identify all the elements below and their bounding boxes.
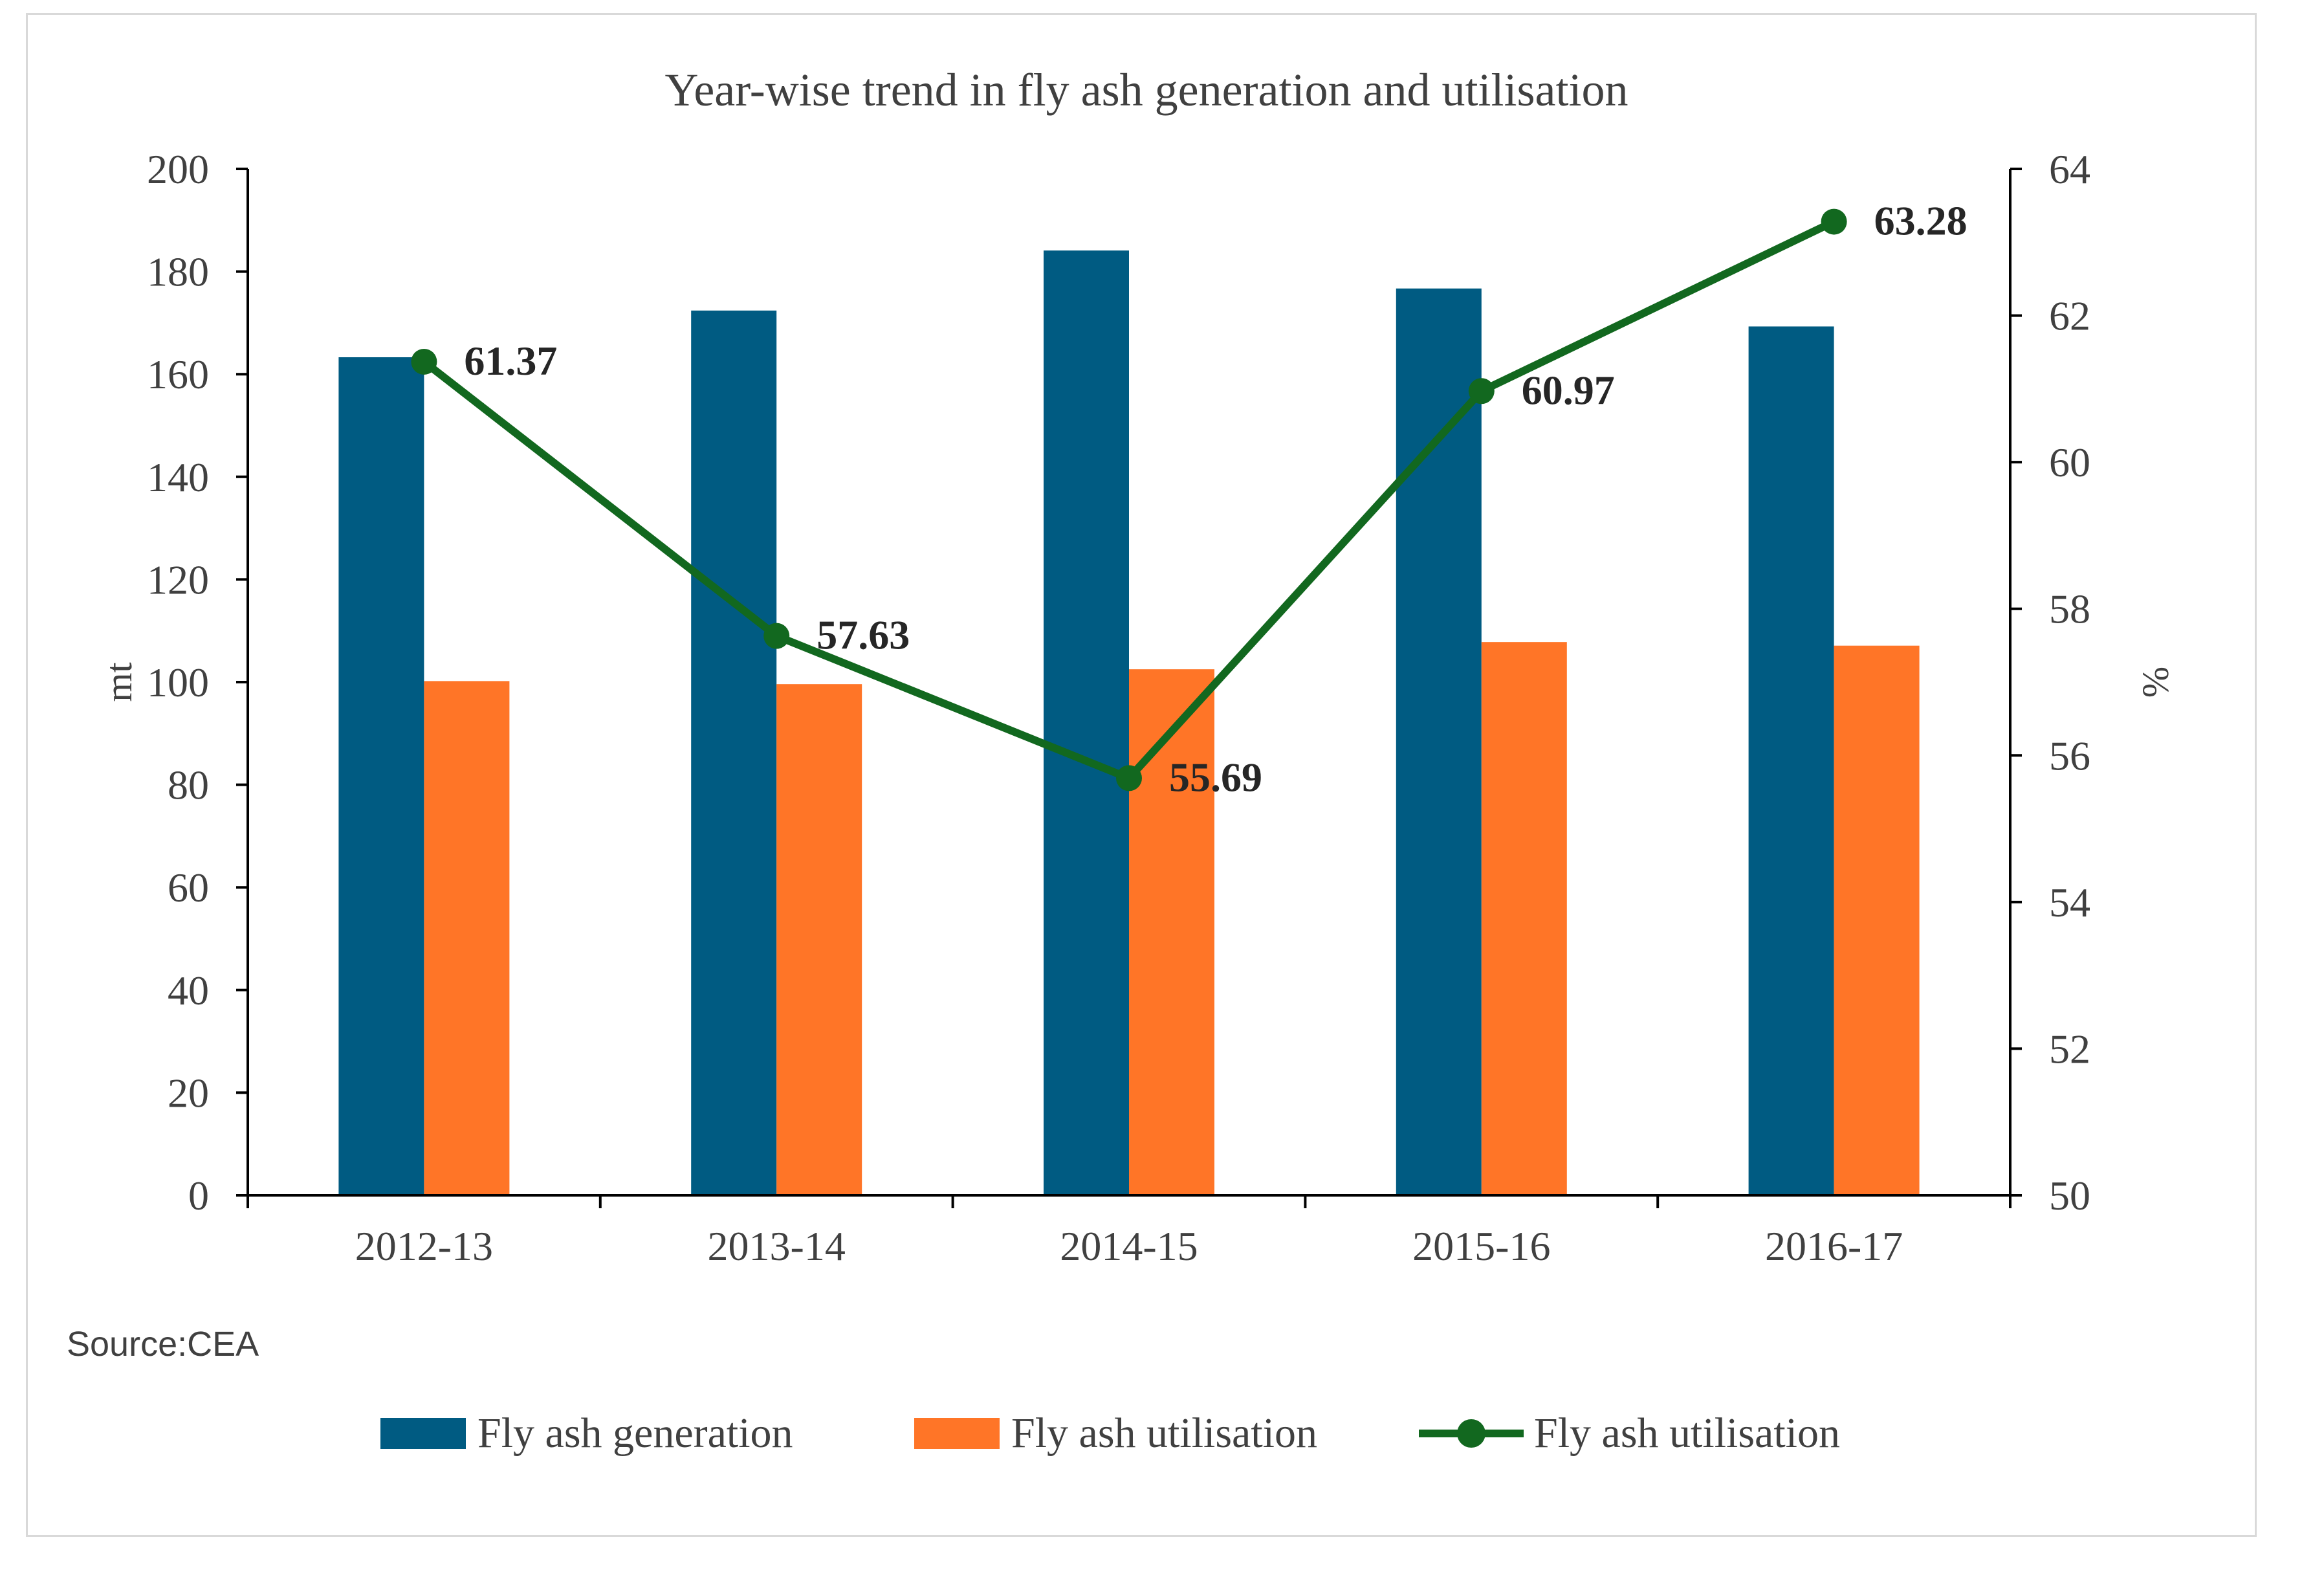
bar-generation-2014-15 bbox=[1044, 250, 1129, 1195]
bar-utilisation-2016-17 bbox=[1834, 645, 1920, 1195]
y-right-tick-label: 56 bbox=[2049, 733, 2090, 779]
chart-frame: Year-wise trend in fly ash generation an… bbox=[26, 13, 2257, 1537]
bar-utilisation-2015-16 bbox=[1481, 642, 1567, 1195]
y-tick-label: 60 bbox=[168, 865, 209, 911]
bar-generation-2012-13 bbox=[338, 357, 424, 1195]
y-right-tick-label: 60 bbox=[2049, 439, 2090, 485]
chart-svg: Year-wise trend in fly ash generation an… bbox=[67, 64, 2177, 1457]
legend: Fly ash generation Fly ash utilisation F… bbox=[380, 1410, 1840, 1457]
line-point-2014-15 bbox=[1116, 765, 1142, 791]
bar-utilisation-2014-15 bbox=[1129, 669, 1214, 1195]
y-tick-label: 180 bbox=[147, 249, 209, 295]
y-axis-right-title: % bbox=[2135, 667, 2177, 698]
x-tick-label: 2014-15 bbox=[1060, 1223, 1198, 1269]
x-tick-label: 2016-17 bbox=[1765, 1223, 1903, 1269]
data-label-2016-17: 63.28 bbox=[1874, 198, 1968, 244]
legend-swatch-generation bbox=[380, 1418, 466, 1449]
source-note: Source:CEA bbox=[67, 1325, 259, 1364]
y-tick-label: 0 bbox=[188, 1173, 209, 1219]
data-label-2012-13: 61.37 bbox=[464, 338, 557, 384]
bar-generation-2013-14 bbox=[691, 310, 777, 1195]
y-right-tick-label: 64 bbox=[2049, 146, 2090, 192]
y-tick-label: 40 bbox=[168, 967, 209, 1013]
legend-label-generation: Fly ash generation bbox=[477, 1410, 793, 1457]
data-label-2014-15: 55.69 bbox=[1169, 754, 1262, 800]
y-tick-label: 160 bbox=[147, 351, 209, 397]
x-tick-label: 2013-14 bbox=[708, 1223, 846, 1269]
line-point-2012-13 bbox=[411, 348, 437, 375]
y-right-tick-label: 58 bbox=[2049, 586, 2090, 632]
y-tick-label: 80 bbox=[168, 762, 209, 808]
line-point-2016-17 bbox=[1821, 208, 1847, 235]
y-tick-label: 100 bbox=[147, 659, 209, 705]
x-tick-label: 2012-13 bbox=[355, 1223, 493, 1269]
y-right-tick-label: 50 bbox=[2049, 1173, 2090, 1219]
y-tick-label: 120 bbox=[147, 557, 209, 603]
bar-generation-2015-16 bbox=[1396, 288, 1482, 1195]
y-tick-label: 200 bbox=[147, 146, 209, 192]
y-axis-title: mt bbox=[98, 662, 140, 702]
y-right-tick-label: 52 bbox=[2049, 1026, 2090, 1072]
line-point-2015-16 bbox=[1468, 378, 1495, 404]
legend-label-utilisation-bar: Fly ash utilisation bbox=[1011, 1410, 1317, 1457]
bar-utilisation-2012-13 bbox=[424, 681, 510, 1195]
y-tick-label: 140 bbox=[147, 454, 209, 500]
legend-swatch-utilisation-bar bbox=[914, 1418, 1000, 1449]
y-tick-label: 20 bbox=[168, 1070, 209, 1116]
line-point-2013-14 bbox=[763, 623, 790, 649]
y-right-tick-label: 62 bbox=[2049, 293, 2090, 339]
y-right-tick-label: 54 bbox=[2049, 879, 2090, 925]
legend-marker-utilisation-line bbox=[1457, 1419, 1485, 1448]
chart-title: Year-wise trend in fly ash generation an… bbox=[665, 64, 1628, 116]
data-label-2015-16: 60.97 bbox=[1522, 367, 1615, 413]
data-label-2013-14: 57.63 bbox=[817, 612, 910, 658]
legend-label-utilisation-line: Fly ash utilisation bbox=[1534, 1410, 1840, 1457]
bar-utilisation-2013-14 bbox=[776, 684, 862, 1195]
bar-generation-2016-17 bbox=[1748, 326, 1834, 1196]
x-tick-label: 2015-16 bbox=[1412, 1223, 1550, 1269]
